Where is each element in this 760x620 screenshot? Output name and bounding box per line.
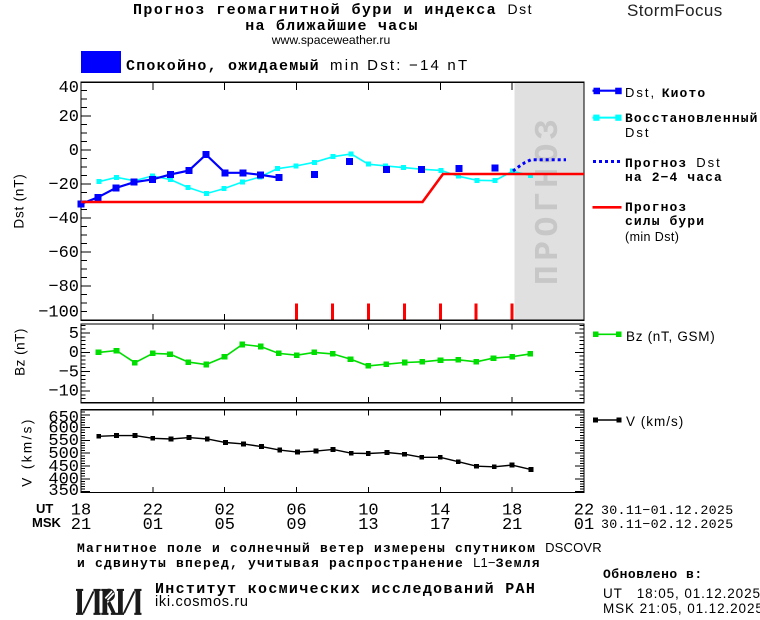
svg-text:40: 40 — [59, 79, 79, 98]
svg-text:−100: −100 — [38, 303, 79, 322]
svg-text:600: 600 — [48, 419, 79, 438]
svg-text:09: 09 — [286, 516, 306, 535]
svg-text:500: 500 — [48, 445, 79, 464]
svg-text:0: 0 — [69, 142, 79, 161]
svg-text:01: 01 — [574, 516, 594, 535]
svg-text:450: 450 — [48, 458, 79, 477]
svg-text:−20: −20 — [48, 176, 79, 195]
svg-text:400: 400 — [48, 471, 79, 490]
svg-text:21: 21 — [71, 516, 91, 535]
svg-text:−60: −60 — [48, 244, 79, 263]
svg-text:02: 02 — [215, 501, 235, 520]
svg-text:17: 17 — [430, 516, 450, 535]
svg-text:−80: −80 — [48, 278, 79, 297]
svg-text:650: 650 — [48, 409, 79, 428]
svg-text:13: 13 — [358, 516, 378, 535]
svg-text:06: 06 — [286, 501, 306, 520]
svg-text:10: 10 — [358, 501, 378, 520]
svg-text:22: 22 — [574, 501, 594, 520]
svg-text:550: 550 — [48, 432, 79, 451]
svg-text:20: 20 — [59, 108, 79, 127]
svg-text:05: 05 — [215, 516, 235, 535]
svg-text:ПРОГНОЗ: ПРОГНОЗ — [530, 115, 567, 285]
svg-text:14: 14 — [430, 501, 450, 520]
svg-text:18: 18 — [71, 501, 91, 520]
svg-text:350: 350 — [48, 482, 79, 501]
svg-text:5: 5 — [69, 325, 79, 344]
svg-text:01: 01 — [143, 516, 163, 535]
svg-text:21: 21 — [502, 516, 522, 535]
svg-text:18: 18 — [502, 501, 522, 520]
svg-text:−5: −5 — [59, 363, 79, 382]
svg-text:22: 22 — [143, 501, 163, 520]
svg-text:−10: −10 — [48, 383, 79, 402]
svg-text:0: 0 — [69, 344, 79, 363]
svg-text:−40: −40 — [48, 210, 79, 229]
